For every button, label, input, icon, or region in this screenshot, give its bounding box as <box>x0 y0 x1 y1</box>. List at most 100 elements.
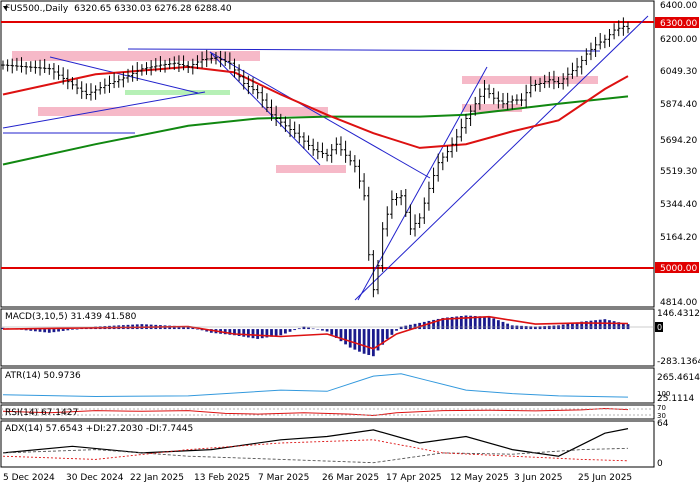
adx-panel <box>0 420 655 468</box>
macd-bar-79 <box>367 329 371 355</box>
price-bars <box>1 17 630 298</box>
macd-bar-113 <box>524 326 528 330</box>
macd-bar-77 <box>358 329 361 352</box>
macd-bar-129 <box>598 319 602 330</box>
collapse-triangle-icon[interactable] <box>3 6 8 10</box>
macd-bar-83 <box>385 329 389 339</box>
macd-bar-84 <box>390 329 394 335</box>
macd-bar-76 <box>353 329 357 350</box>
adx-line <box>2 428 629 457</box>
macd-bar-72 <box>334 329 338 338</box>
trend-line-top <box>127 48 601 52</box>
indicator-axes: 146.4312 0.00 -283.1364 265.4614 25.1114… <box>655 309 700 469</box>
macd-bar-56 <box>260 329 264 339</box>
macd-bar-57 <box>265 329 269 338</box>
price-label-5164: 5164.20 <box>660 233 697 243</box>
macd-bar-66 <box>307 327 310 330</box>
date-label-5: 26 Mar 2025 <box>322 473 379 483</box>
macd-bar-58 <box>270 329 273 337</box>
macd-bar-104 <box>483 316 486 330</box>
adx-label-max: 64 <box>657 419 669 429</box>
macd-bar-73 <box>339 329 343 342</box>
macd-title: MACD(3,10,5) 31.439 41.580 <box>5 312 137 322</box>
price-label-5694: 5694.20 <box>660 136 697 146</box>
macd-bar-130 <box>603 319 607 330</box>
chart-title: FUS500.,Daily 6320.65 6330.03 6276.28 628… <box>5 4 232 14</box>
trend-line-uptrend <box>354 15 649 301</box>
macd-zero-tag <box>655 322 663 332</box>
macd-bar-94 <box>436 318 440 330</box>
macd-bar-115 <box>534 326 537 330</box>
date-label-0: 5 Dec 2024 <box>3 473 55 483</box>
macd-bar-16 <box>75 329 79 330</box>
macd-bar-99 <box>459 315 463 330</box>
macd-bar-38 <box>177 326 181 330</box>
price-axis: 6400.00 6200.00 6049.30 5874.40 5694.20 … <box>655 1 699 308</box>
zone-lower <box>276 165 346 173</box>
macd-bar-7 <box>34 329 37 332</box>
macd-bar-116 <box>538 326 542 330</box>
adx-title: ADX(14) 57.6543 +DI:27.2030 -DI:7.7445 <box>5 424 193 434</box>
rsi-label-100: 100 <box>657 390 670 398</box>
macd-bar-5 <box>24 329 28 331</box>
level-5000-tag <box>655 262 699 273</box>
macd-label-min: -283.1364 <box>657 357 700 367</box>
support-resistance-zones <box>12 51 598 173</box>
macd-bar-114 <box>529 326 533 330</box>
macd-bar-107 <box>496 320 500 330</box>
price-label-5519: 5519.30 <box>660 167 697 177</box>
trend-line-falling-left <box>49 56 199 94</box>
date-label-7: 12 May 2025 <box>450 473 509 483</box>
macd-bar-126 <box>584 321 588 330</box>
indicator-lines <box>2 315 629 464</box>
atr-line <box>2 373 629 398</box>
macd-histogram <box>1 315 630 357</box>
macd-bar-8 <box>38 329 42 332</box>
macd-bar-42 <box>196 329 199 330</box>
price-label-6200: 6200.00 <box>660 35 697 45</box>
macd-bar-133 <box>617 322 621 330</box>
macd-bar-119 <box>552 325 556 330</box>
macd-bar-131 <box>608 320 611 330</box>
macd-bar-62 <box>288 329 292 332</box>
zone-green <box>125 90 230 95</box>
level-6300-tag <box>655 17 699 28</box>
macd-bar-98 <box>455 316 459 330</box>
macd-bar-51 <box>237 329 241 336</box>
macd-bar-67 <box>311 328 315 330</box>
price-label-6400: 6400.00 <box>660 1 697 11</box>
macd-bar-95 <box>441 317 445 330</box>
plus-di-line <box>2 447 629 464</box>
macd-bar-80 <box>371 329 375 357</box>
macd-bar-14 <box>66 329 70 331</box>
macd-bar-134 <box>621 323 625 330</box>
macd-bar-9 <box>43 329 47 333</box>
macd-bar-70 <box>325 329 329 332</box>
level-5000-tag-text: 5000.00 <box>660 264 697 274</box>
macd-bar-123 <box>571 323 574 330</box>
date-label-3: 13 Feb 2025 <box>194 473 250 483</box>
zone-mid-left <box>38 107 328 116</box>
macd-bar-74 <box>344 329 347 345</box>
date-label-6: 17 Apr 2025 <box>386 473 442 483</box>
macd-bar-124 <box>575 322 579 330</box>
price-label-5344: 5344.40 <box>660 200 697 210</box>
macd-bar-60 <box>279 329 283 336</box>
macd-bar-71 <box>330 329 334 335</box>
atr-label-max: 265.4614 <box>657 373 700 383</box>
macd-bar-103 <box>478 316 482 330</box>
macd-bar-89 <box>413 323 417 330</box>
rsi-label-30: 30 <box>657 412 666 420</box>
atr-panel <box>0 367 655 404</box>
macd-bar-108 <box>501 321 505 330</box>
macd-bar-111 <box>515 325 519 330</box>
macd-bar-64 <box>297 328 301 330</box>
macd-bar-96 <box>446 317 449 330</box>
macd-bar-55 <box>256 329 260 339</box>
macd-bar-125 <box>580 321 584 330</box>
macd-bar-15 <box>71 329 74 330</box>
macd-bar-52 <box>242 329 246 337</box>
macd-bar-92 <box>427 320 431 330</box>
price-label-6049: 6049.30 <box>660 67 697 77</box>
